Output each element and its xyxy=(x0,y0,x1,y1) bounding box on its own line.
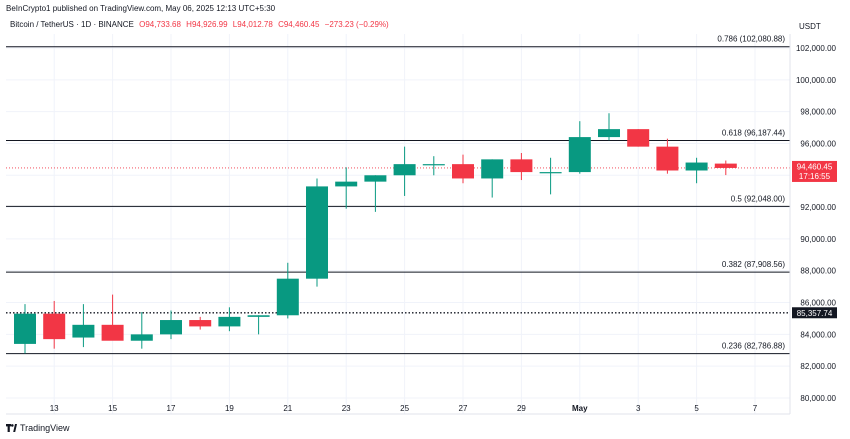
candle-body xyxy=(189,320,212,327)
tradingview-brand: TradingView xyxy=(20,423,70,433)
y-tick-label: 102,000.00 xyxy=(796,44,837,53)
candle-body xyxy=(393,164,416,176)
x-tick-label: 27 xyxy=(459,404,468,413)
candle-body xyxy=(335,181,358,187)
x-tick-label: 13 xyxy=(50,404,59,413)
x-tick-label: 23 xyxy=(342,404,351,413)
candle-body xyxy=(568,137,591,173)
x-tick-label: 7 xyxy=(753,404,758,413)
x-tick-label: 21 xyxy=(283,404,292,413)
y-tick-label: 86,000.00 xyxy=(800,299,836,308)
candle-body xyxy=(364,175,387,182)
tradingview-icon xyxy=(6,424,17,432)
x-tick-label: 3 xyxy=(636,404,641,413)
ohlc-open: O94,733.68 xyxy=(139,20,181,29)
candle-body xyxy=(72,324,95,338)
y-tick-label: 84,000.00 xyxy=(800,330,836,339)
fib-level-label: 0.236 (82,786.88) xyxy=(722,342,785,351)
fib-level-label: 0.618 (96,187.44) xyxy=(722,128,785,137)
x-tick-label: 5 xyxy=(694,404,699,413)
support-price-badge xyxy=(792,307,837,319)
candle-body xyxy=(218,316,241,327)
y-tick-label: 100,000.00 xyxy=(796,76,837,85)
candle-body xyxy=(160,320,182,335)
candle-body xyxy=(510,159,533,173)
y-tick-label: 96,000.00 xyxy=(800,139,836,148)
candle-body xyxy=(627,129,650,147)
candle-body xyxy=(276,278,299,316)
y-tick-label: 82,000.00 xyxy=(800,362,836,371)
y-tick-label: 92,000.00 xyxy=(800,203,836,212)
fib-level-label: 0.382 (87,908.56) xyxy=(722,260,785,269)
y-tick-label: 90,000.00 xyxy=(800,235,836,244)
tradingview-logo: TradingView xyxy=(6,423,70,433)
candle-body xyxy=(656,146,679,171)
candle-body xyxy=(306,186,328,279)
candle-body xyxy=(422,164,445,166)
candle-body xyxy=(130,334,153,341)
currency-label: USDT xyxy=(799,22,821,31)
y-tick-label: 88,000.00 xyxy=(800,267,836,276)
x-tick-label: May xyxy=(572,404,588,413)
x-tick-label: 19 xyxy=(225,404,234,413)
fib-level-label: 0.5 (92,048.00) xyxy=(731,194,786,203)
published-caption: BeInCrypto1 published on TradingView.com… xyxy=(6,4,276,13)
candle-body xyxy=(539,172,562,174)
bar-countdown-label: 17:16:55 xyxy=(799,172,831,181)
fib-level-label: 0.786 (102,080.88) xyxy=(717,35,785,44)
candle-body xyxy=(714,163,737,168)
candle-body xyxy=(481,159,504,179)
y-tick-label: 98,000.00 xyxy=(800,108,836,117)
support-price-label: 85,357.74 xyxy=(797,309,833,318)
candle-body xyxy=(43,313,66,340)
candle-body xyxy=(14,313,36,344)
candle-body xyxy=(247,315,270,317)
x-tick-label: 17 xyxy=(167,404,176,413)
candle-body xyxy=(452,164,474,179)
candle-body xyxy=(685,162,708,171)
ohlc-close: C94,460.45 xyxy=(278,20,320,29)
ohlc-high: H94,926.99 xyxy=(186,20,228,29)
ohlc-change: −273.23 (−0.29%) xyxy=(324,20,389,29)
last-price-label: 94,460.45 xyxy=(797,162,833,171)
candle-body xyxy=(101,324,124,341)
x-tick-label: 15 xyxy=(108,404,117,413)
symbol-name[interactable]: Bitcoin / TetherUS · 1D · BINANCE xyxy=(10,20,134,29)
symbol-legend: Bitcoin / TetherUS · 1D · BINANCE O94,73… xyxy=(10,20,392,29)
y-tick-label: 80,000.00 xyxy=(800,394,836,403)
last-price-badge xyxy=(792,160,837,182)
x-tick-label: 25 xyxy=(400,404,409,413)
x-tick-label: 29 xyxy=(517,404,526,413)
candle-body xyxy=(598,129,620,138)
ohlc-low: L94,012.78 xyxy=(232,20,273,29)
